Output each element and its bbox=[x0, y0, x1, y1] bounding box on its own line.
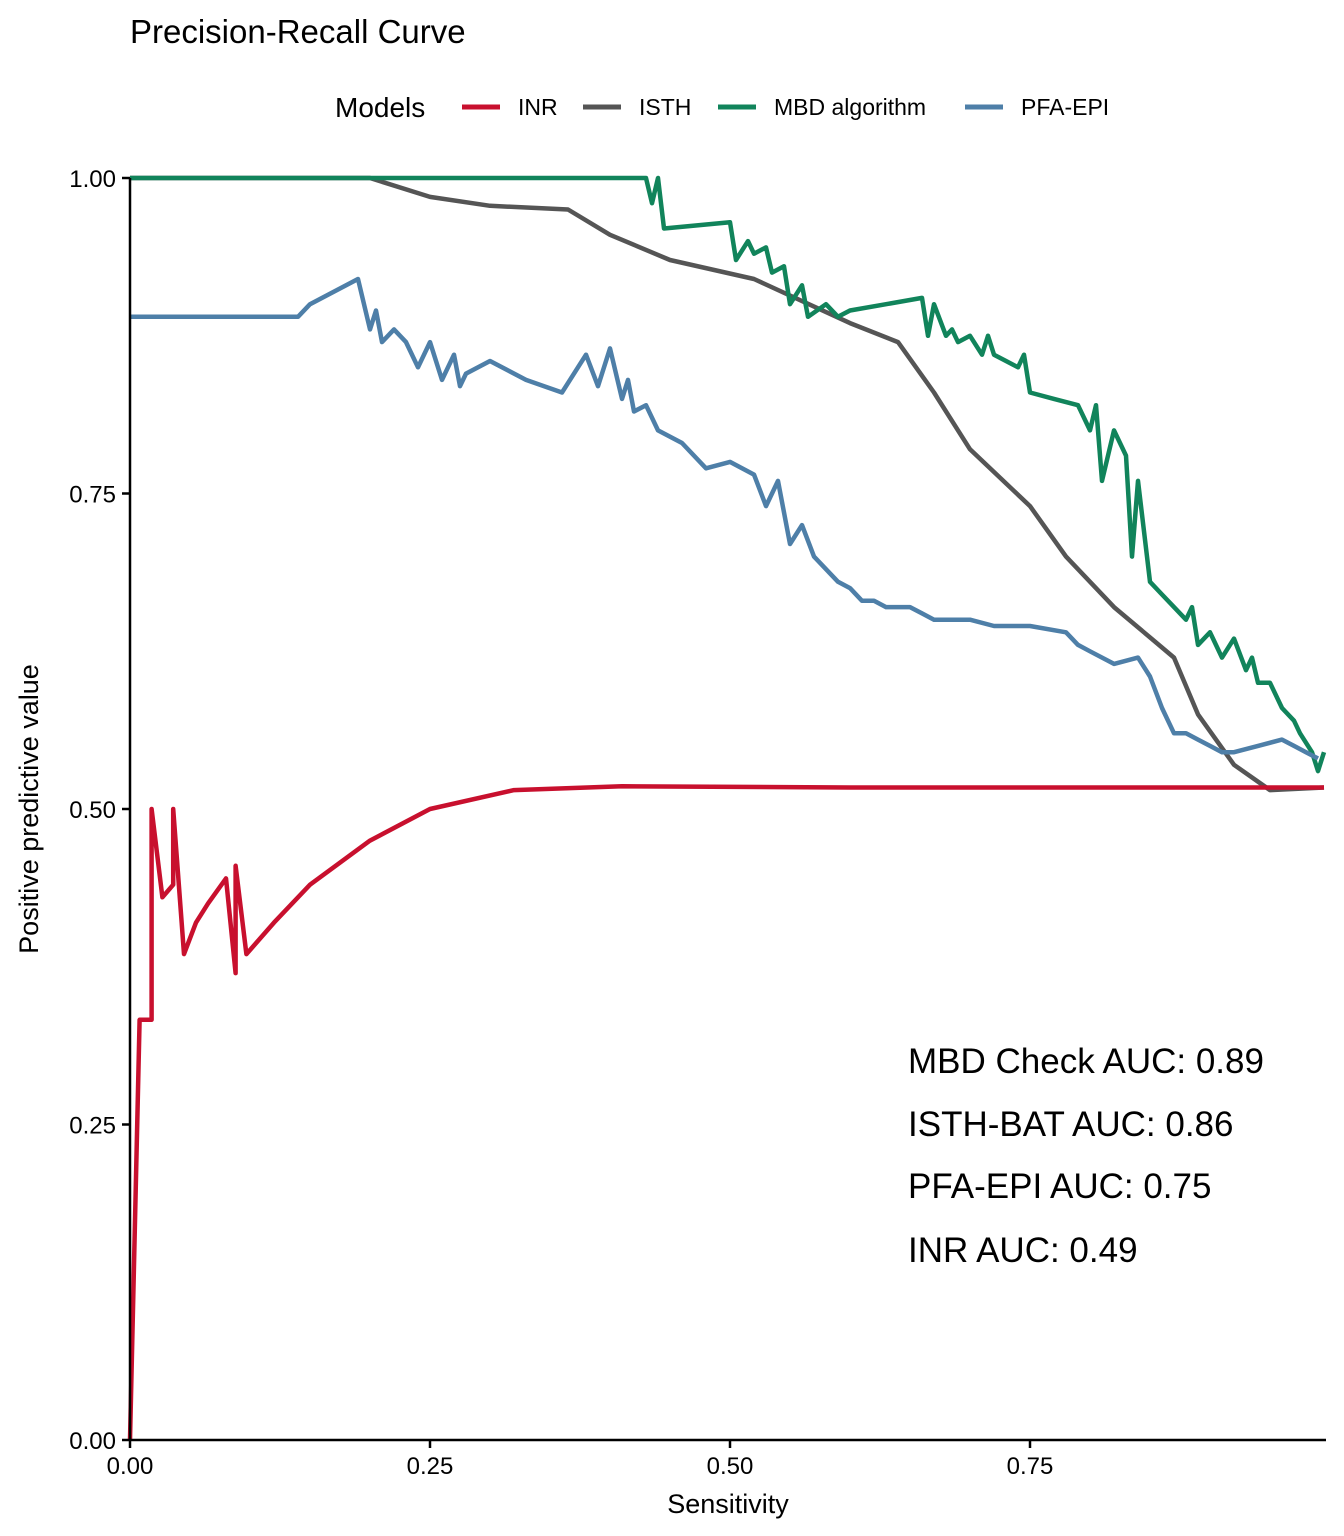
legend-label-mbd-algorithm: MBD algorithm bbox=[774, 94, 926, 120]
legend-label-pfa-epi: PFA-EPI bbox=[1021, 94, 1109, 120]
annotation-pfa-epi-auc: PFA-EPI AUC: 0.75 bbox=[908, 1167, 1211, 1206]
y-tick-label: 0.75 bbox=[69, 482, 116, 509]
y-axis-ticks: 0.00 0.25 0.50 0.75 1.00 bbox=[69, 166, 130, 1455]
legend-title: Models bbox=[335, 92, 425, 123]
y-tick-label: 0.00 bbox=[69, 1428, 116, 1455]
series-line-inr bbox=[127, 784, 1324, 1441]
annotation-isth-bat-auc: ISTH-BAT AUC: 0.86 bbox=[908, 1105, 1233, 1144]
x-axis-label: Sensitivity bbox=[667, 1489, 789, 1519]
y-tick-label: 0.25 bbox=[69, 1113, 116, 1140]
legend: Models INR ISTH MBD algorithm PFA-EPI bbox=[335, 92, 1109, 123]
series-line-mbd-algorithm bbox=[130, 175, 1327, 774]
y-axis-label: Positive predictive value bbox=[14, 664, 44, 954]
auc-annotations: MBD Check AUC: 0.89 ISTH-BAT AUC: 0.86 P… bbox=[908, 1042, 1264, 1270]
x-tick-label: 0.75 bbox=[1007, 1453, 1054, 1480]
legend-label-inr: INR bbox=[518, 94, 558, 120]
chart-title: Precision-Recall Curve bbox=[130, 13, 466, 50]
x-tick-label: 0.00 bbox=[107, 1453, 154, 1480]
series-line-isth bbox=[130, 175, 1325, 793]
y-tick-label: 0.50 bbox=[69, 797, 116, 824]
annotation-mbd-check-auc: MBD Check AUC: 0.89 bbox=[908, 1042, 1264, 1081]
annotation-inr-auc: INR AUC: 0.49 bbox=[908, 1231, 1138, 1270]
x-tick-label: 0.50 bbox=[707, 1453, 754, 1480]
x-tick-label: 0.25 bbox=[407, 1453, 454, 1480]
legend-label-isth: ISTH bbox=[639, 94, 691, 120]
y-tick-label: 1.00 bbox=[69, 166, 116, 193]
x-axis-ticks: 0.00 0.25 0.50 0.75 bbox=[107, 1440, 1054, 1480]
series-lines bbox=[127, 175, 1327, 1441]
series-line-pfa-epi bbox=[130, 276, 1320, 761]
